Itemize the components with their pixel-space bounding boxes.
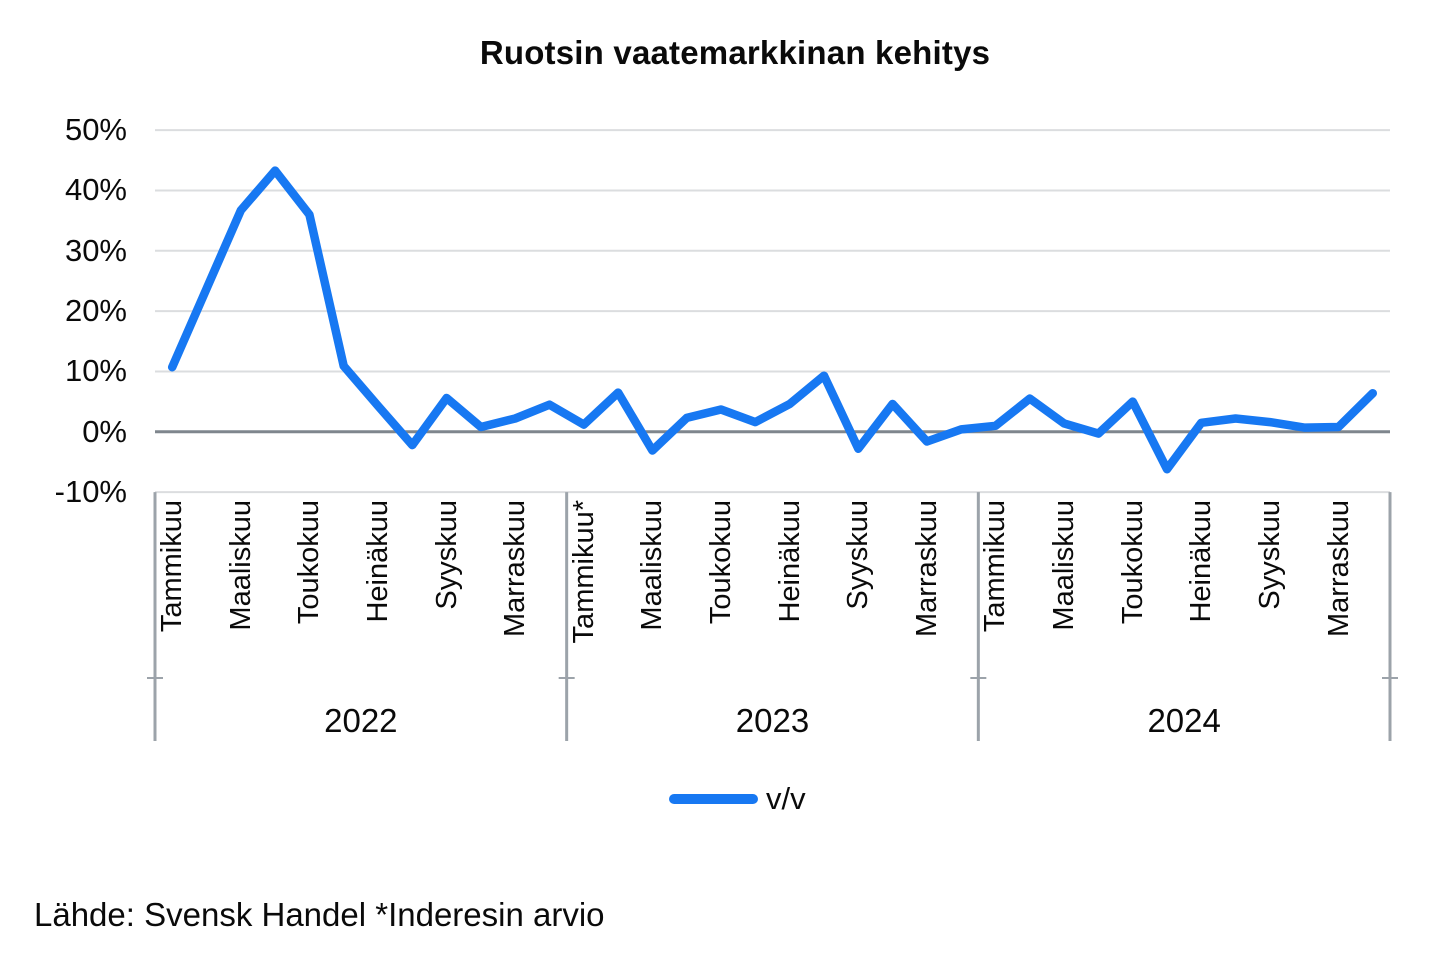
x-tick-label-month: Syyskuu bbox=[430, 500, 463, 610]
x-tick-label-month: Maaliskuu bbox=[1048, 500, 1081, 631]
x-tick-label-month: Marraskuu bbox=[499, 500, 532, 637]
y-tick-label: 10% bbox=[64, 353, 127, 389]
x-tick-label-month: Tammikuu bbox=[979, 500, 1012, 633]
source-note: Lähde: Svensk Handel *Inderesin arvio bbox=[34, 896, 605, 933]
x-tick-label-month: Tammikuu bbox=[156, 500, 189, 633]
y-tick-label: 20% bbox=[64, 293, 127, 329]
y-tick-label: -10% bbox=[54, 474, 127, 510]
series-line-vv bbox=[167, 166, 1378, 474]
x-tick-label-month: Maaliskuu bbox=[224, 500, 257, 631]
y-tick-label: 30% bbox=[64, 232, 127, 268]
x-tick-label-month: Heinäkuu bbox=[361, 500, 394, 623]
x-tick-label-year: 2023 bbox=[735, 702, 810, 739]
x-tick-label-month: Heinäkuu bbox=[1185, 500, 1218, 623]
x-tick-label-month: Marraskuu bbox=[1322, 500, 1355, 637]
legend: v/v bbox=[669, 780, 806, 818]
x-tick-label-year: 2022 bbox=[324, 702, 398, 739]
x-tick-label-month: Tammikuu* bbox=[567, 500, 600, 644]
x-tick-label-month: Heinäkuu bbox=[773, 500, 806, 623]
y-tick-label: 40% bbox=[64, 172, 127, 208]
legend-line-swatch bbox=[669, 794, 758, 804]
x-tick-label-month: Marraskuu bbox=[910, 500, 943, 637]
x-tick-label-year: 2024 bbox=[1147, 702, 1221, 739]
y-tick-label: 50% bbox=[64, 112, 127, 148]
legend-label: v/v bbox=[766, 781, 806, 816]
x-tick-label-month: Toukokuu bbox=[1116, 500, 1149, 625]
y-tick-label: 0% bbox=[82, 413, 127, 449]
x-tick-label-month: Syyskuu bbox=[842, 500, 875, 610]
x-tick-label-month: Toukokuu bbox=[705, 500, 738, 625]
x-tick-label-month: Syyskuu bbox=[1253, 500, 1286, 610]
chart-title: Ruotsin vaatemarkkinan kehitys bbox=[479, 34, 991, 71]
x-tick-label-month: Maaliskuu bbox=[636, 500, 669, 631]
x-tick-label-month: Toukokuu bbox=[293, 500, 326, 625]
